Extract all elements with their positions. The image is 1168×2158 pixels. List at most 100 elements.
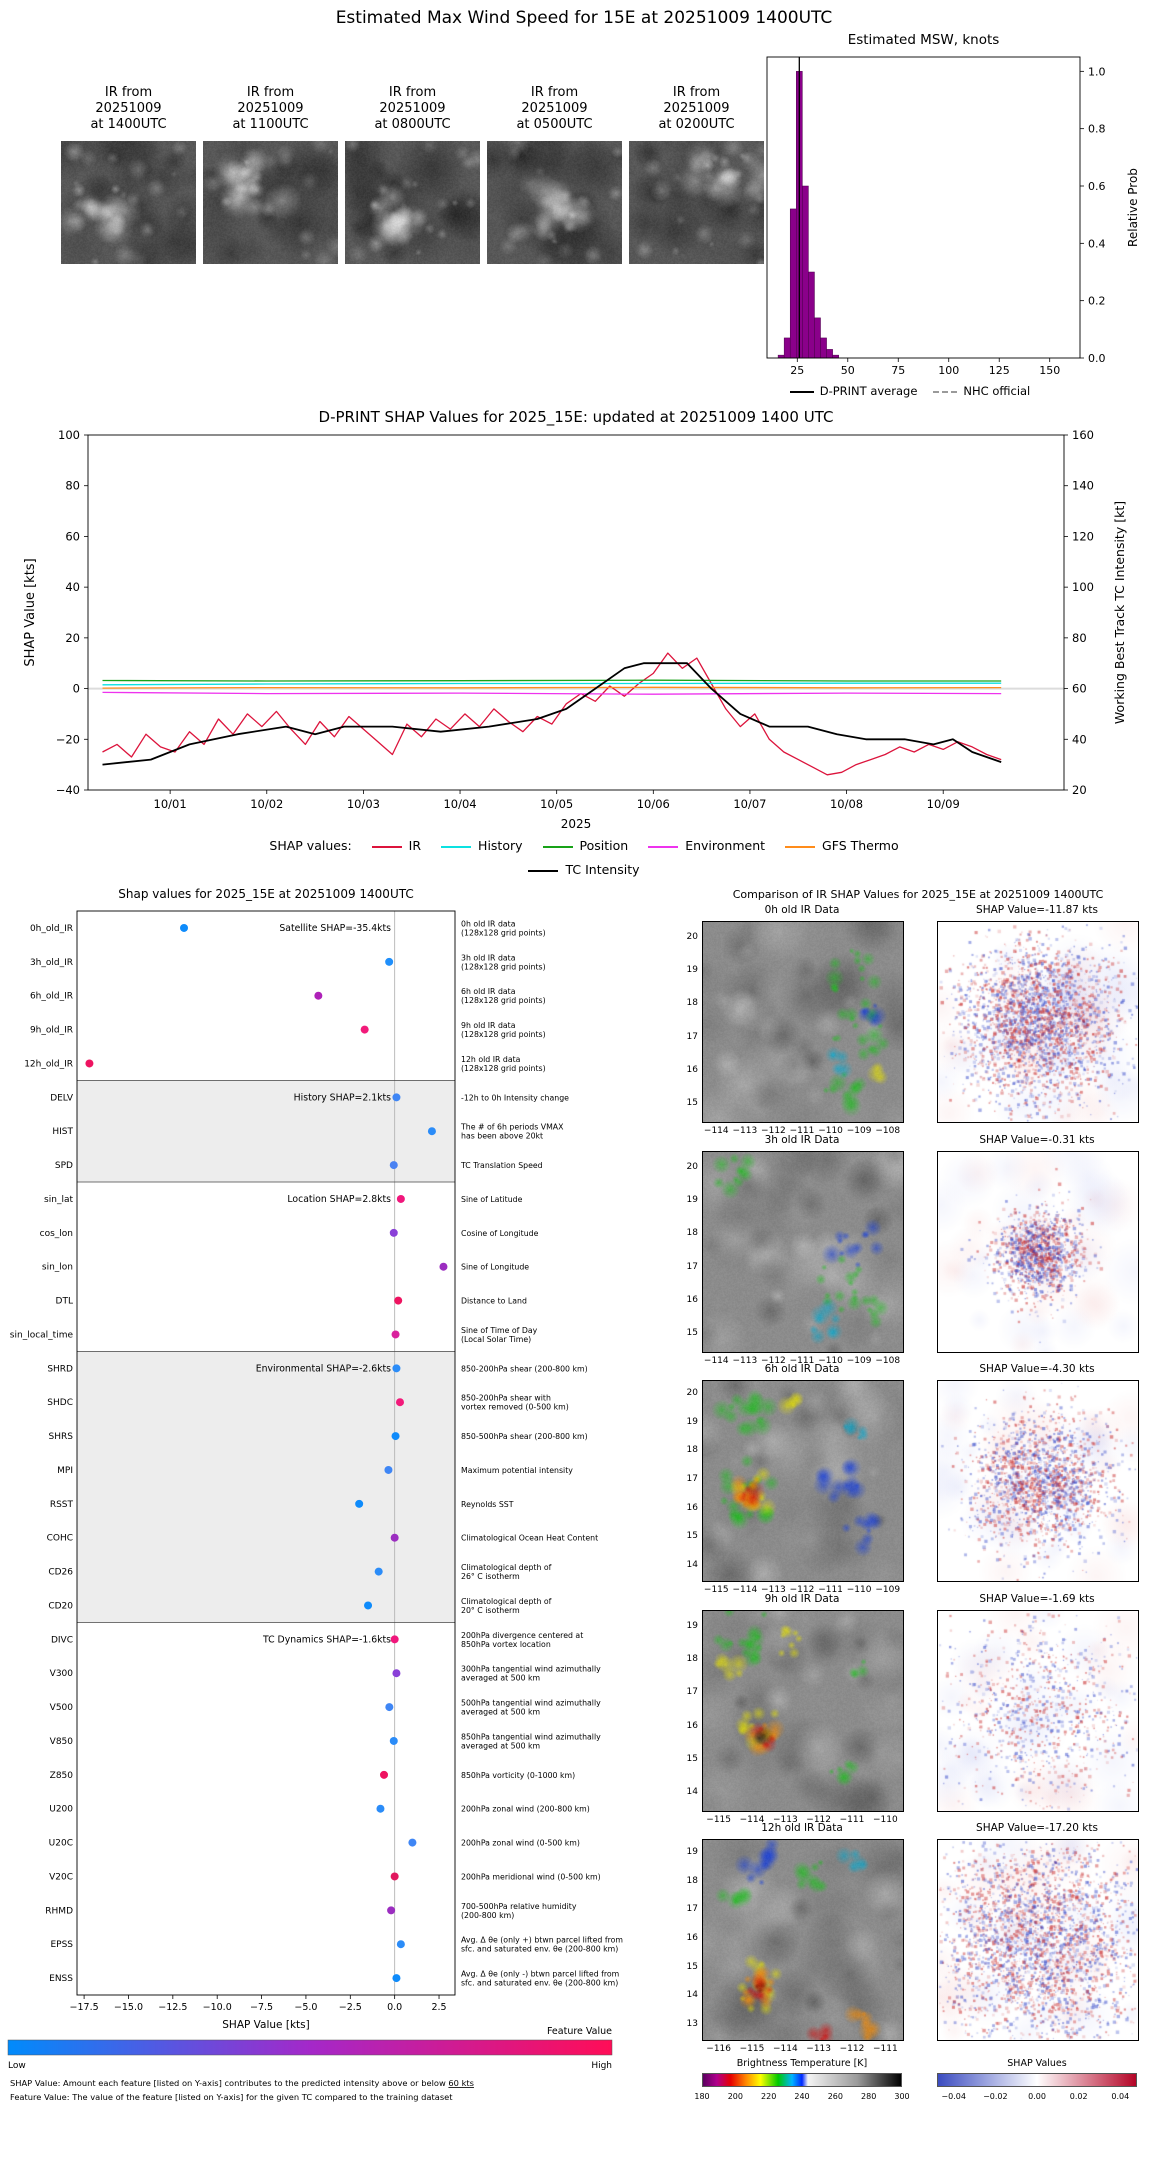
- group-header-Environmental: Environmental SHAP=-2.6kts: [256, 1363, 391, 1374]
- lon-tick-label: −110: [818, 1356, 843, 1366]
- desc-line: Climatological depth of: [461, 1597, 552, 1606]
- desc-line: 300hPa tangential wind azimuthally: [461, 1665, 601, 1674]
- ir-thumbnail-image-2: [345, 141, 480, 264]
- lon-tick-label: −113: [761, 1585, 786, 1595]
- desc-line: Avg. Δ θe (only +) btwn parcel lifted fr…: [461, 1936, 623, 1945]
- lat-tick-label: 14: [686, 1559, 698, 1570]
- ir-thumbnail-label: IR from 20251009 at 0800UTC: [374, 85, 451, 132]
- lon-tick-label: −110: [818, 1126, 843, 1136]
- shap-map-title-3: SHAP Value=-1.69 kts: [979, 1593, 1095, 1605]
- shap-dot-RSST: [355, 1499, 364, 1508]
- desc-line: averaged at 500 km: [461, 1741, 540, 1750]
- shap-map-title-2: SHAP Value=-4.30 kts: [979, 1363, 1095, 1375]
- feature-label: EPSS: [50, 1940, 73, 1950]
- ir-thumbnail-2: IR from 20251009 at 0800UTC: [345, 85, 480, 264]
- desc-line: 6h old IR data: [461, 987, 516, 996]
- shap-values-colorbar-label: SHAP Values: [1007, 2058, 1067, 2069]
- feature-label: SHDC: [47, 1398, 73, 1408]
- legend-label: TC Intensity: [565, 862, 640, 877]
- shap-dot-DTL: [394, 1296, 403, 1305]
- y-tick-label-right: 100: [1072, 580, 1094, 594]
- bt-tick-label: 180: [694, 2092, 710, 2101]
- feature-label: U20C: [49, 1839, 73, 1849]
- lon-tick-label: −113: [732, 1126, 758, 1136]
- feature-desc: The # of 6h periods VMAX has been above 2…: [460, 1123, 564, 1141]
- lat-tick-label: 16: [686, 1933, 698, 1943]
- feature-desc: 300hPa tangential wind azimuthally averag…: [461, 1665, 601, 1683]
- shap-map-title-4: SHAP Value=-17.20 kts: [976, 1822, 1098, 1834]
- y-tick-label-left: −40: [56, 783, 80, 797]
- x-tick-label: 10/01: [154, 797, 187, 811]
- feature-desc: 700-500hPa relative humidity (200-800 km): [461, 1902, 577, 1920]
- feature-desc: 200hPa zonal wind (200-800 km): [461, 1805, 590, 1814]
- msw-histogram-panel: Estimated MSW, knots 25 50 75 100 125 150 0.0 0.…: [700, 26, 1168, 398]
- brightness-temp-colorbar-label: Brightness Temperature [K]: [736, 2058, 868, 2069]
- x-tick-label: −5.0: [294, 2002, 317, 2013]
- ir-thumbnail-image-3: [487, 141, 622, 264]
- plot-frame: [76, 910, 456, 1996]
- feature-label: ENSS: [49, 1974, 73, 1984]
- desc-line: 20° C isotherm: [461, 1606, 520, 1615]
- series-TC-Intensity: [102, 662, 1002, 766]
- lon-tick-label: −112: [761, 1356, 786, 1366]
- feature-desc: 850-200hPa shear with vortex removed (0-5…: [461, 1394, 569, 1412]
- desc-line: (128x128 grid points): [461, 1030, 546, 1039]
- desc-line: 850-200hPa shear with: [461, 1394, 551, 1403]
- feature-label: SHRD: [47, 1364, 73, 1374]
- dotplot-xlabel: SHAP Value [kts]: [222, 2019, 309, 2031]
- lat-tick-label: 18: [686, 1875, 698, 1886]
- legend-item-Position: Position: [542, 838, 628, 853]
- shap-map-canvas-0: [937, 921, 1139, 1123]
- desc-line: Climatological depth of: [461, 1563, 552, 1572]
- footnote-shap-value: SHAP Value: Amount each feature [listed …: [10, 2078, 474, 2088]
- group-header-History: History SHAP=2.1kts: [294, 1092, 391, 1103]
- ir-map-title-2: 6h old IR Data: [764, 1363, 840, 1375]
- feature-label: Z850: [50, 1771, 74, 1781]
- group-band-Environmental: [77, 1351, 455, 1623]
- feature-desc: 850-200hPa shear (200-800 km): [461, 1364, 588, 1373]
- legend-label: GFS Thermo: [822, 838, 899, 853]
- bt-tick-label: 200: [727, 2092, 743, 2101]
- series-GFS-Thermo: [102, 686, 1002, 689]
- shap-dot-SHRD: [392, 1364, 401, 1373]
- legend-label: D-PRINT average: [819, 384, 918, 398]
- comparison-title: Comparison of IR SHAP Values for 2025_15…: [732, 888, 1104, 901]
- shap-dot-COHC: [390, 1533, 399, 1542]
- shap-tick-label: −0.02: [983, 2092, 1008, 2101]
- legend-line-swatch: [528, 869, 559, 872]
- legend-label: NHC official: [963, 384, 1031, 398]
- shap-dot-V20C: [390, 1872, 399, 1881]
- legend-label: History: [478, 838, 523, 853]
- legend-line-swatch: [785, 845, 816, 848]
- lon-tick-label: −108: [875, 1126, 901, 1136]
- lon-tick-label: −113: [806, 2044, 832, 2054]
- lat-tick-label: 15: [686, 1754, 698, 1764]
- feature-desc: 850hPa vorticity (0-1000 km): [461, 1771, 575, 1780]
- shap-values-colorbar: [937, 2073, 1137, 2087]
- shap-dot-sin_lon: [439, 1262, 448, 1271]
- feature-desc: Maximum potential intensity: [461, 1466, 573, 1475]
- feature-label: SHRS: [49, 1432, 74, 1442]
- legend-item-History: History: [441, 838, 523, 853]
- desc-line: has been above 20kt: [461, 1132, 543, 1141]
- x-tick-label: 75: [891, 364, 905, 377]
- desc-line: 500hPa tangential wind azimuthally: [461, 1699, 601, 1708]
- legend-line-swatch: [542, 845, 573, 848]
- legend-item-GFS-Thermo: GFS Thermo: [785, 838, 899, 853]
- lon-tick-label: −108: [875, 1356, 901, 1366]
- legend-line-swatch: [371, 845, 402, 848]
- ir-thumbnail-1: IR from 20251009 at 1100UTC: [203, 85, 338, 264]
- brightness-temp-colorbar: [702, 2073, 902, 2087]
- shap-dot-sin_lat: [396, 1194, 405, 1203]
- feature-desc: Sine of Latitude: [461, 1195, 523, 1204]
- y-tick-label-left: 100: [58, 428, 80, 442]
- ir-map-canvas-2: [702, 1380, 904, 1582]
- footnote-feature-value: Feature Value: The value of the feature …: [10, 2092, 453, 2102]
- colorbar-low-label: Low: [8, 2061, 26, 2071]
- y-tick-label-right: 80: [1072, 631, 1087, 645]
- feature-label: MPI: [57, 1466, 73, 1476]
- shap-tick-label: 0.04: [1111, 2092, 1130, 2101]
- x-tick-label: −2.5: [339, 2002, 362, 2013]
- feature-desc: 500hPa tangential wind azimuthally averag…: [461, 1699, 601, 1717]
- shap-timeseries-svg: D-PRINT SHAP Values for 2025_15E: update…: [23, 408, 1127, 831]
